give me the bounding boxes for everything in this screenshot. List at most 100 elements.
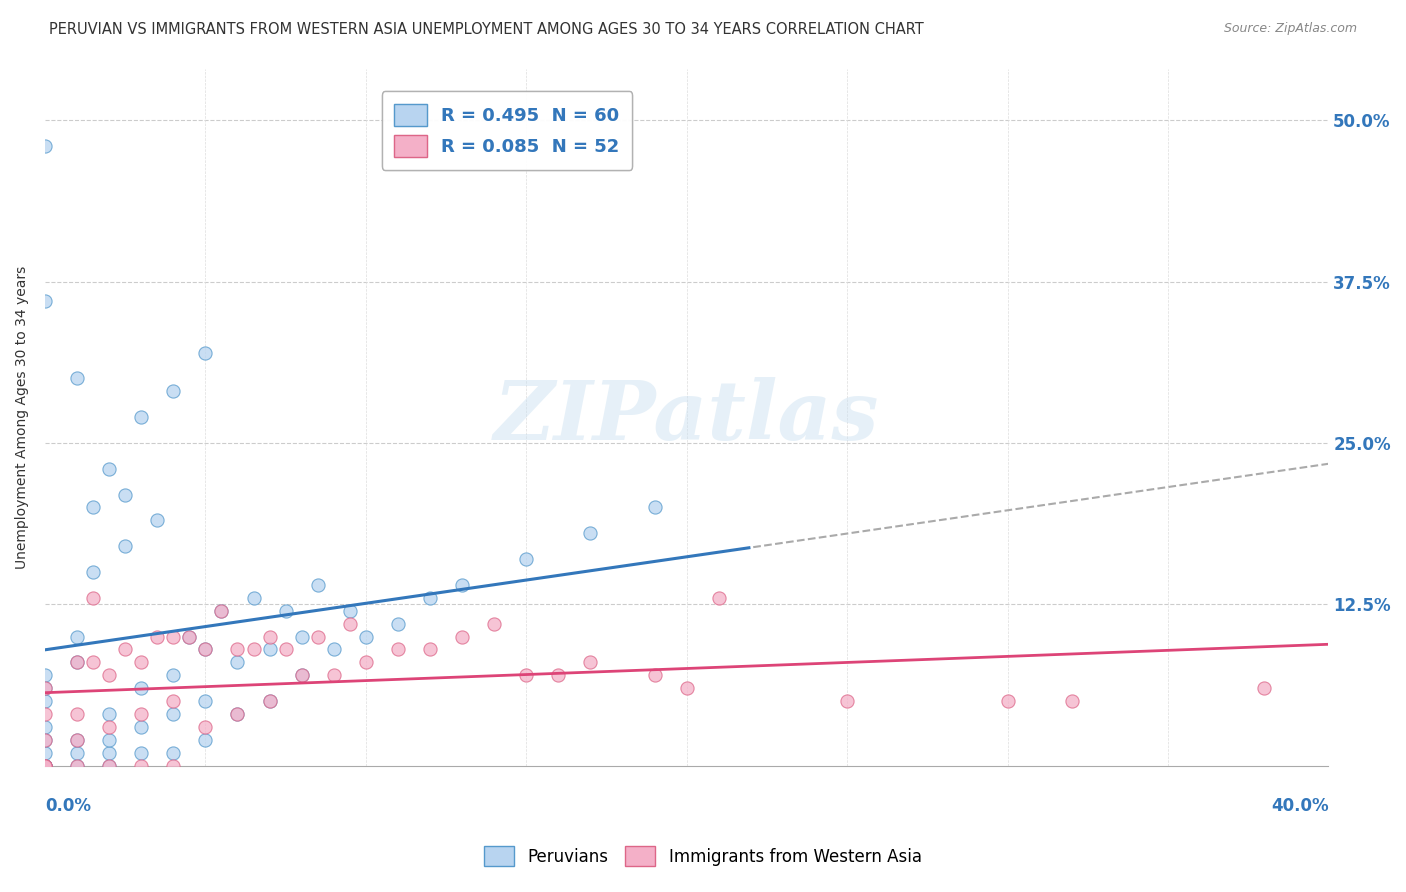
- Point: [34, 706, 56, 721]
- Point: [547, 668, 569, 682]
- Point: [34, 681, 56, 696]
- Point: [419, 591, 441, 605]
- Point: [146, 630, 169, 644]
- Legend: R = 0.495  N = 60, R = 0.085  N = 52: R = 0.495 N = 60, R = 0.085 N = 52: [382, 92, 633, 169]
- Point: [129, 746, 152, 760]
- Point: [451, 578, 474, 592]
- Point: [644, 668, 666, 682]
- Point: [242, 591, 264, 605]
- Point: [34, 758, 56, 772]
- Point: [162, 668, 184, 682]
- Point: [34, 720, 56, 734]
- Text: ZIPatlas: ZIPatlas: [494, 377, 879, 457]
- Point: [98, 732, 121, 747]
- Point: [98, 758, 121, 772]
- Point: [98, 706, 121, 721]
- Point: [34, 758, 56, 772]
- Point: [291, 668, 314, 682]
- Point: [226, 706, 249, 721]
- Point: [162, 746, 184, 760]
- Point: [162, 694, 184, 708]
- Point: [114, 642, 136, 657]
- Point: [162, 384, 184, 399]
- Point: [66, 732, 89, 747]
- Point: [226, 656, 249, 670]
- Point: [66, 630, 89, 644]
- Point: [34, 758, 56, 772]
- Point: [274, 604, 297, 618]
- Point: [34, 746, 56, 760]
- Point: [82, 656, 104, 670]
- Point: [835, 694, 858, 708]
- Point: [179, 630, 201, 644]
- Point: [387, 616, 409, 631]
- Point: [66, 758, 89, 772]
- Point: [66, 732, 89, 747]
- Point: [98, 668, 121, 682]
- Point: [259, 630, 281, 644]
- Point: [291, 630, 314, 644]
- Text: Source: ZipAtlas.com: Source: ZipAtlas.com: [1223, 22, 1357, 36]
- Point: [226, 642, 249, 657]
- Point: [451, 630, 474, 644]
- Point: [34, 668, 56, 682]
- Point: [129, 410, 152, 425]
- Point: [129, 758, 152, 772]
- Point: [34, 681, 56, 696]
- Point: [34, 758, 56, 772]
- Point: [291, 668, 314, 682]
- Point: [34, 758, 56, 772]
- Text: 0.0%: 0.0%: [45, 797, 91, 815]
- Point: [98, 746, 121, 760]
- Point: [259, 694, 281, 708]
- Point: [194, 642, 217, 657]
- Point: [675, 681, 697, 696]
- Point: [146, 513, 169, 527]
- Point: [129, 706, 152, 721]
- Legend: Peruvians, Immigrants from Western Asia: Peruvians, Immigrants from Western Asia: [478, 839, 928, 873]
- Point: [322, 642, 344, 657]
- Point: [515, 552, 537, 566]
- Point: [66, 706, 89, 721]
- Point: [644, 500, 666, 515]
- Point: [114, 487, 136, 501]
- Point: [307, 630, 329, 644]
- Point: [129, 720, 152, 734]
- Point: [162, 630, 184, 644]
- Point: [162, 758, 184, 772]
- Point: [114, 539, 136, 553]
- Text: 40.0%: 40.0%: [1271, 797, 1329, 815]
- Point: [34, 758, 56, 772]
- Point: [259, 642, 281, 657]
- Point: [387, 642, 409, 657]
- Point: [34, 758, 56, 772]
- Point: [129, 681, 152, 696]
- Point: [1060, 694, 1083, 708]
- Point: [226, 706, 249, 721]
- Point: [34, 293, 56, 308]
- Point: [82, 500, 104, 515]
- Point: [322, 668, 344, 682]
- Point: [98, 720, 121, 734]
- Point: [1253, 681, 1275, 696]
- Point: [707, 591, 730, 605]
- Point: [579, 526, 602, 541]
- Point: [482, 616, 505, 631]
- Point: [242, 642, 264, 657]
- Y-axis label: Unemployment Among Ages 30 to 34 years: Unemployment Among Ages 30 to 34 years: [15, 266, 30, 569]
- Point: [274, 642, 297, 657]
- Point: [339, 604, 361, 618]
- Point: [209, 604, 232, 618]
- Point: [194, 720, 217, 734]
- Point: [259, 694, 281, 708]
- Point: [66, 656, 89, 670]
- Point: [194, 732, 217, 747]
- Point: [162, 706, 184, 721]
- Point: [66, 758, 89, 772]
- Point: [66, 656, 89, 670]
- Point: [997, 694, 1019, 708]
- Point: [194, 642, 217, 657]
- Point: [66, 371, 89, 385]
- Point: [354, 630, 377, 644]
- Point: [194, 694, 217, 708]
